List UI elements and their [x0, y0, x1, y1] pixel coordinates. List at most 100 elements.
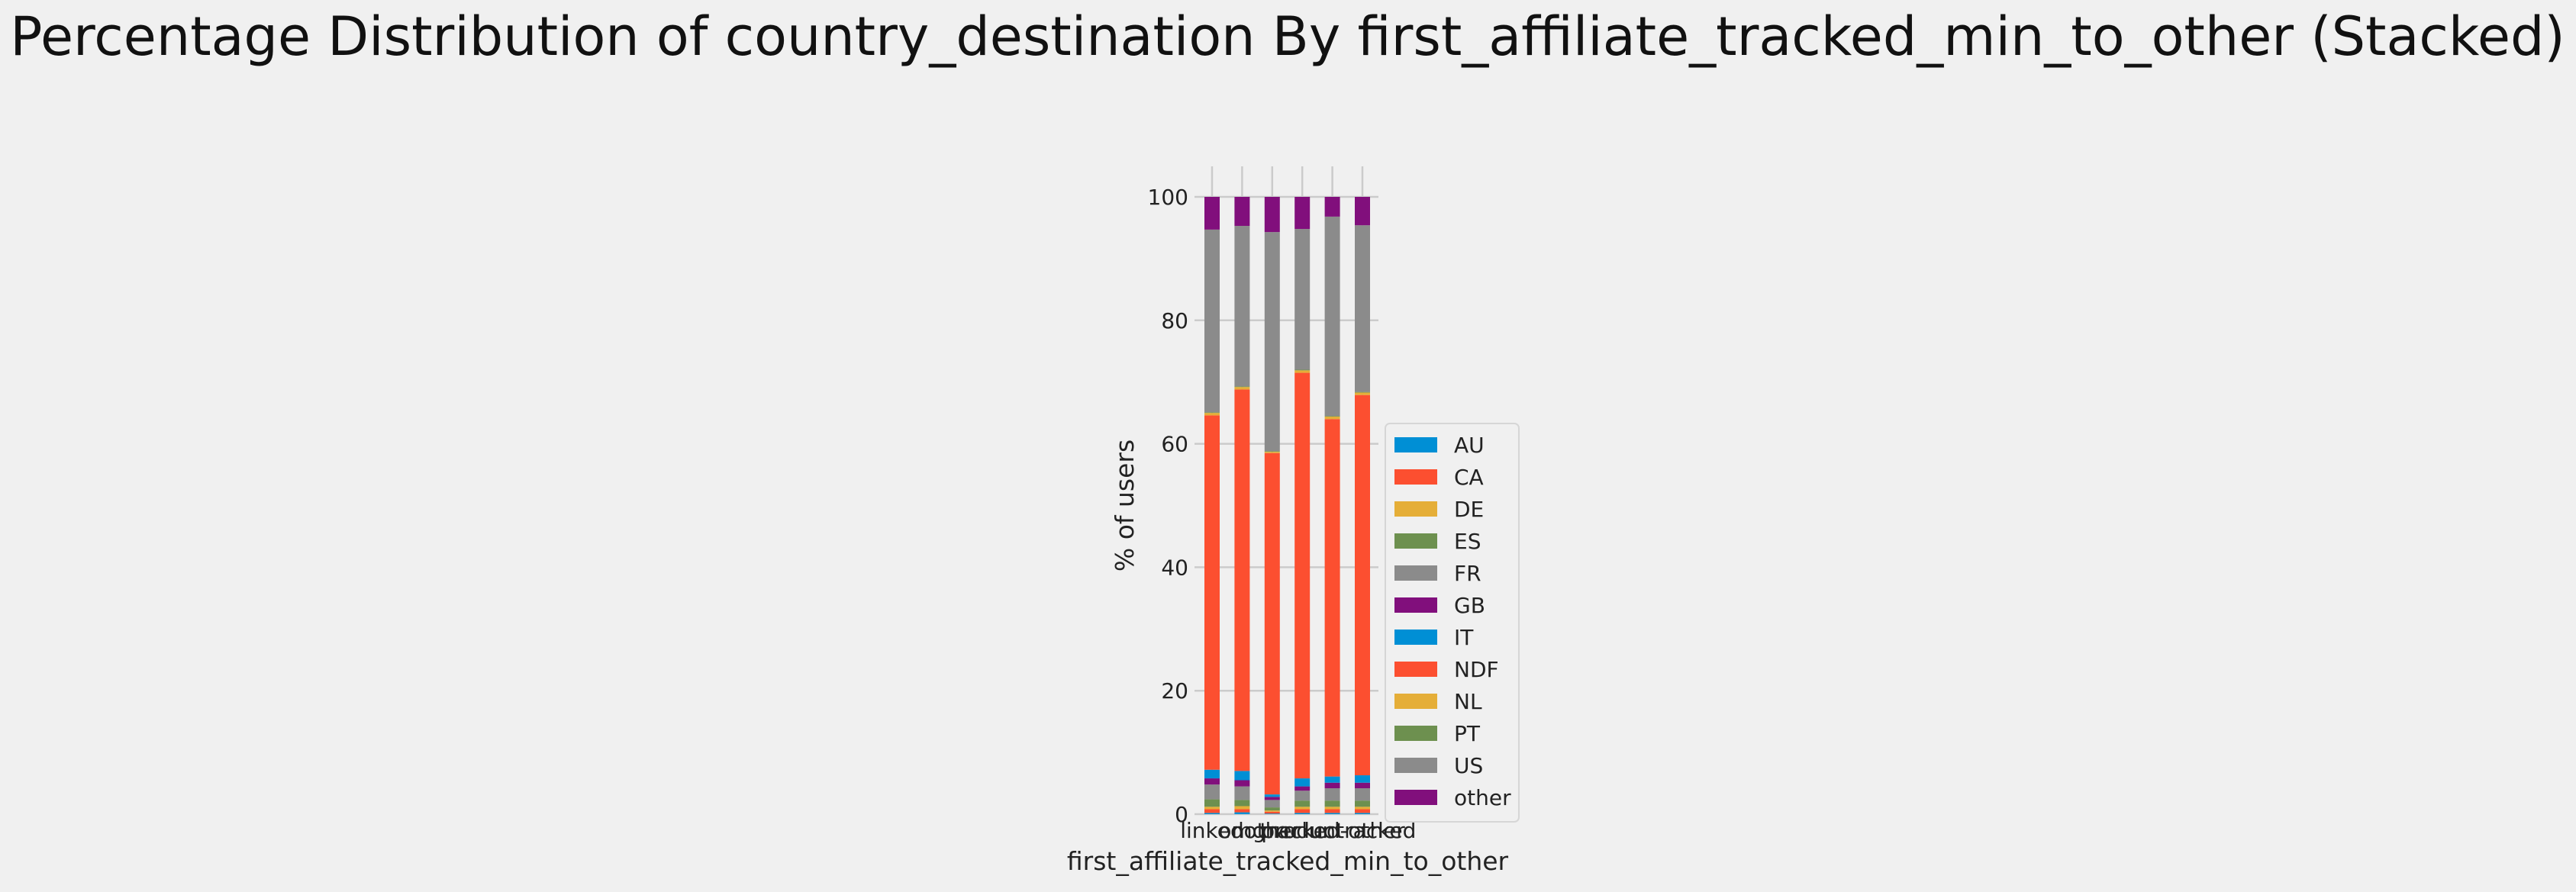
legend-swatch [1394, 694, 1437, 709]
bar-segment-NL [1324, 417, 1340, 420]
bar-segment-AU [1264, 813, 1280, 814]
x-tick-label: other [1244, 818, 1301, 843]
legend-label: CA [1454, 465, 1484, 490]
legend-swatch [1394, 469, 1437, 485]
legend-swatch [1394, 533, 1437, 549]
bar-segment-AU [1324, 813, 1340, 814]
bar-segment-FR [1294, 791, 1311, 801]
bar-segment-GB [1264, 797, 1280, 800]
legend-item-other: other [1394, 785, 1511, 810]
bar-segment-ES [1204, 799, 1220, 807]
legend: AU CA DE ES FR GB IT NDF NL PT US other [1385, 423, 1520, 823]
bar-segment-FR [1264, 800, 1280, 808]
bar-segment-IT [1355, 775, 1370, 783]
bar-segment-CA [1355, 809, 1370, 813]
bar-segment-AU [1234, 812, 1250, 814]
legend-label: IT [1454, 625, 1474, 650]
bar-segment-FR [1324, 788, 1340, 801]
legend-swatch [1394, 597, 1437, 613]
bar-segment-FR [1355, 788, 1370, 801]
bar-segment-ES [1355, 800, 1370, 807]
bar-segment-PT [1294, 369, 1311, 371]
bar-segment-ES [1264, 807, 1280, 811]
bar-segment-IT [1234, 771, 1250, 781]
x-tick-label: product [1261, 818, 1343, 843]
bar-segment-GB [1294, 786, 1311, 791]
y-tick-label: 100 [1148, 185, 1188, 210]
bar-segment-other [1204, 197, 1220, 230]
bar-segment-PT [1324, 416, 1340, 417]
legend-item-US: US [1394, 753, 1483, 778]
legend-item-PT: PT [1394, 721, 1481, 746]
y-tick-label: 20 [1161, 678, 1188, 704]
legend-item-IT: IT [1394, 625, 1474, 650]
legend-label: FR [1454, 561, 1481, 586]
bar-stack-linked [1204, 197, 1220, 814]
legend-label: NDF [1454, 657, 1499, 682]
bar-segment-US [1204, 229, 1220, 413]
bar-segment-NDF [1264, 452, 1280, 795]
bar-segment-GB [1234, 780, 1250, 787]
bar-segment-NL [1355, 392, 1370, 395]
y-tick-label: 0 [1175, 802, 1188, 827]
bar-stack-untracked [1355, 197, 1370, 814]
legend-swatch [1394, 758, 1437, 773]
bar-segment-PT [1264, 451, 1280, 452]
legend-label: other [1454, 785, 1511, 810]
bar-segment-NL [1294, 370, 1311, 373]
bar-segment-CA [1294, 809, 1311, 813]
bar-segment-NDF [1324, 419, 1340, 777]
legend-label: AU [1454, 433, 1485, 458]
bar-segment-US [1294, 229, 1311, 370]
y-tick-label: 80 [1161, 308, 1188, 333]
bar-segment-GB [1355, 782, 1370, 789]
bar-segment-NL [1264, 452, 1280, 453]
legend-label: GB [1454, 593, 1485, 618]
legend-label: ES [1454, 529, 1481, 554]
legend-item-DE: DE [1394, 497, 1484, 522]
legend-box [1385, 423, 1520, 823]
bar-segment-other [1264, 197, 1280, 233]
bar-segment-NDF [1294, 372, 1311, 779]
bar-segment-ES [1234, 800, 1250, 807]
bar-segment-CA [1234, 809, 1250, 813]
x-tick-label: linked [1180, 818, 1244, 843]
bar-segment-NL [1234, 387, 1250, 390]
legend-item-NDF: NDF [1394, 657, 1499, 682]
legend-item-GB: GB [1394, 593, 1485, 618]
legend-swatch [1394, 565, 1437, 581]
bar-stack-other [1264, 197, 1280, 814]
bar-segment-FR [1234, 786, 1250, 800]
bar-segment-DE [1294, 807, 1311, 810]
legend-label: US [1454, 753, 1483, 778]
bar-segment-PT [1204, 412, 1220, 414]
grid [1195, 166, 1378, 816]
bar-segment-GB [1204, 778, 1220, 785]
bar-segment-CA [1204, 809, 1220, 813]
y-tick-label: 40 [1161, 555, 1188, 580]
legend-swatch [1394, 630, 1437, 645]
bar-stack-omg [1234, 197, 1250, 814]
bar-segment-NDF [1204, 415, 1220, 770]
bars [1204, 197, 1370, 814]
bar-segment-US [1234, 226, 1250, 387]
bar-segment-DE [1355, 807, 1370, 810]
legend-item-NL: NL [1394, 689, 1482, 714]
x-tick-label: omg [1218, 818, 1265, 843]
bar-segment-DE [1204, 807, 1220, 810]
legend-item-AU: AU [1394, 433, 1485, 458]
bar-segment-DE [1324, 807, 1340, 810]
x-axis-label: first_affiliate_tracked_min_to_other [1067, 846, 1509, 876]
bar-stack-product [1294, 197, 1311, 814]
bar-segment-US [1355, 225, 1370, 392]
legend-label: DE [1454, 497, 1484, 522]
bar-segment-US [1264, 232, 1280, 452]
bar-segment-IT [1294, 778, 1311, 787]
bar-segment-other [1294, 197, 1311, 230]
bar-segment-IT [1324, 776, 1340, 783]
y-tick-label: 60 [1161, 432, 1188, 457]
axis-ticks: 0 20 40 60 80 100 linkedomgotherproducttracked… [1148, 185, 1417, 843]
bar-segment-CA [1264, 811, 1280, 814]
bar-segment-IT [1264, 794, 1280, 797]
